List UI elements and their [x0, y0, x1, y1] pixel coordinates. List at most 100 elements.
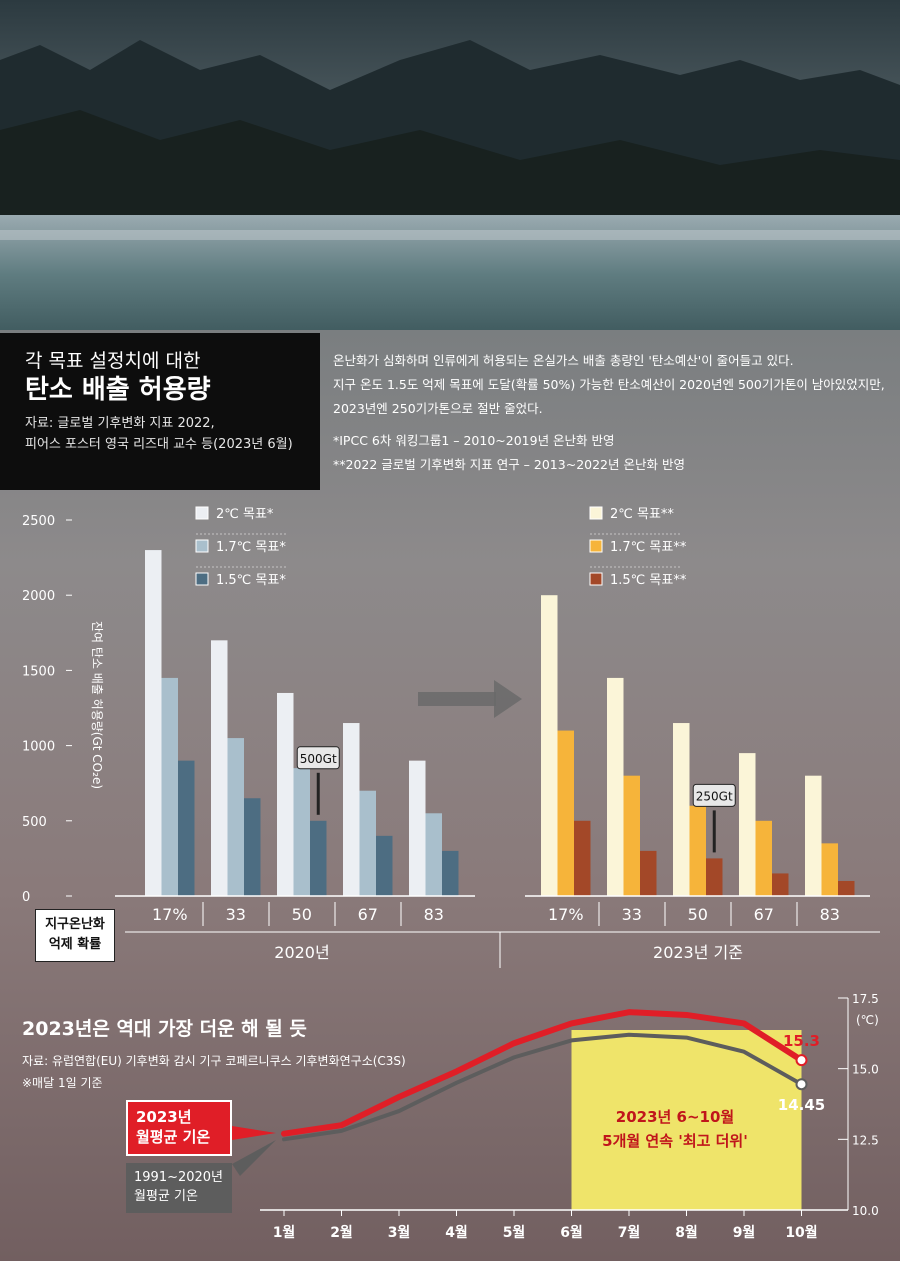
y-tick-label: 2500: [22, 514, 55, 529]
bar: [211, 640, 228, 896]
y-tick-label: 15.0: [852, 1063, 879, 1077]
bar: [425, 813, 442, 896]
highlight-text-line1: 2023년 6~10월: [616, 1108, 734, 1126]
bar: [640, 850, 657, 896]
probability-label: 지구온난화 억제 확률: [35, 909, 115, 962]
description: 온난화가 심화하며 인류에게 허용되는 온실가스 배출 총량인 '탄소예산'이 …: [333, 349, 893, 477]
desc-note2: **2022 글로벌 기후변화 지표 연구 – 2013~2022년 온난화 반…: [333, 457, 685, 472]
tag-2023-line2: 월평균 기온: [136, 1128, 211, 1146]
tag-normal-line1: 1991~2020년: [134, 1170, 224, 1185]
y-tick-label: 12.5: [852, 1133, 879, 1147]
arrow-shaft: [418, 692, 496, 706]
legend-swatch: [589, 572, 603, 586]
unit-label: (℃): [856, 1013, 879, 1027]
category-label: 67: [754, 905, 774, 924]
category-label: 17%: [152, 905, 188, 924]
bar: [277, 692, 294, 896]
bar: [244, 798, 261, 896]
temperature-line-chart: 2023년 6~10월 5개월 연속 '최고 더위' 17.5 15.0 12.5 10.…: [232, 992, 879, 1241]
callout-box: [692, 783, 736, 807]
category-label: 83: [820, 905, 840, 924]
bar: [161, 677, 178, 896]
probability-label-line2: 억제 확률: [48, 937, 102, 952]
bar: [673, 723, 690, 896]
category-label: 50: [292, 905, 312, 924]
tag-normal-temp: 1991~2020년 월평균 기온: [126, 1163, 232, 1213]
desc-line3: 2023년엔 250기가톤으로 절반 줄었다.: [333, 401, 543, 416]
temp-chart-source: 자료: 유럽연합(EU) 기후변화 감시 기구 코페르니쿠스 기후변화연구소(C…: [22, 1054, 406, 1068]
tag-2023-temp: 2023년 월평균 기온: [126, 1100, 232, 1156]
category-label: 67: [358, 905, 378, 924]
tag-pointer: [232, 1126, 276, 1140]
carbon-budget-bar-chart: 2500 2000 1500 1000 500 0 잔여 탄소 배출 허용량(Gt CO₂e…: [22, 506, 880, 968]
legend-label: 1.7℃ 목표*: [216, 540, 286, 555]
end-label-normal: 14.45: [778, 1096, 825, 1114]
category-label: 17%: [548, 905, 584, 924]
callout-label: 250Gt: [696, 789, 733, 803]
y-axis-label: 잔여 탄소 배출 허용량(Gt CO₂e): [90, 621, 104, 789]
bar: [557, 730, 574, 896]
end-label-2023: 15.3: [783, 1032, 820, 1050]
y-tick-label: 10.0: [852, 1204, 879, 1218]
y-tick-label: 1500: [22, 664, 55, 679]
series-line: [281, 1009, 805, 1137]
temp-chart-note: ※매달 1일 기준: [22, 1076, 103, 1090]
x-tick-label: 1월: [273, 1224, 296, 1241]
bar: [343, 723, 360, 896]
bar: [541, 595, 558, 896]
bar: [310, 820, 327, 896]
bar: [838, 880, 855, 896]
bar: [607, 677, 624, 896]
x-tick-label: 7월: [618, 1224, 641, 1241]
tag-pointer: [232, 1140, 276, 1176]
legend-label: 2℃ 목표*: [216, 507, 274, 522]
y-tick-label: 1000: [22, 740, 55, 755]
bar: [623, 775, 640, 896]
arrow-head: [494, 680, 522, 718]
y-tick-label: 0: [22, 890, 30, 905]
bar: [739, 753, 756, 896]
x-tick-label: 6월: [560, 1224, 583, 1241]
desc-line2: 지구 온도 1.5도 억제 목표에 도달(확률 50%) 가능한 탄소예산이 2…: [333, 377, 885, 392]
category-label: 33: [622, 905, 642, 924]
title-line1: 각 목표 설정치에 대한: [25, 350, 201, 372]
bar: [359, 790, 376, 896]
callout-label: 500Gt: [300, 752, 337, 766]
callout-box: [296, 746, 340, 770]
bar: [376, 835, 393, 896]
x-tick-label: 2월: [330, 1224, 353, 1241]
legend-swatch: [589, 506, 603, 520]
tag-normal-line2: 월평균 기온: [134, 1189, 198, 1204]
bar: [293, 768, 310, 896]
legend-label: 1.5℃ 목표**: [610, 573, 687, 588]
series-line: [282, 1032, 804, 1142]
bar: [706, 858, 723, 896]
y-tick-label: 17.5: [852, 992, 879, 1006]
legend-swatch: [195, 506, 209, 520]
bar: [227, 738, 244, 896]
source-line1: 자료: 글로벌 기후변화 지표 2022,: [25, 416, 215, 431]
bar: [805, 775, 822, 896]
bar: [178, 760, 195, 896]
bar: [574, 820, 591, 896]
highlight-area: [571, 1030, 802, 1210]
end-point: [795, 1054, 808, 1067]
temp-chart-title: 2023년은 역대 가장 더운 해 될 듯: [22, 1018, 307, 1040]
category-label: 83: [424, 905, 444, 924]
legend-swatch: [589, 539, 603, 553]
x-tick-label: 8월: [675, 1224, 698, 1241]
bar: [145, 550, 162, 896]
legend-label: 1.5℃ 목표*: [216, 573, 286, 588]
x-tick-label: 9월: [733, 1224, 756, 1241]
desc-line1: 온난화가 심화하며 인류에게 허용되는 온실가스 배출 총량인 '탄소예산'이 …: [333, 353, 794, 368]
y-tick-label: 500: [22, 815, 47, 830]
legend-swatch: [195, 572, 209, 586]
legend-swatch: [195, 539, 209, 553]
x-tick-label: 5월: [503, 1224, 526, 1241]
group-label: 2020년: [274, 943, 329, 962]
bar: [821, 843, 838, 896]
x-tick-label: 3월: [388, 1224, 411, 1241]
bar: [409, 760, 426, 896]
y-tick-label: 2000: [22, 589, 55, 604]
x-tick-label: 4월: [445, 1224, 468, 1241]
